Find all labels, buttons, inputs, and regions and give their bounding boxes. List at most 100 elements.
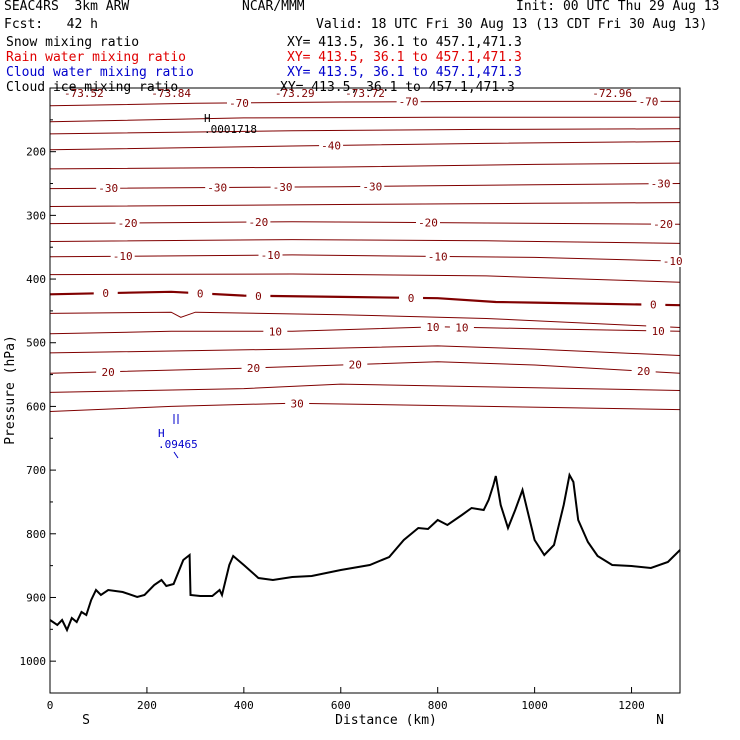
isotherm-label-bg (115, 217, 140, 230)
isotherm-line (49, 361, 681, 374)
isotherm-label: -20 (653, 218, 673, 231)
plot-frame (49, 87, 681, 694)
isotherm-label: 20 (102, 366, 115, 379)
annotation-cloudwater-value: .09465 (158, 438, 198, 451)
isotherm-label: -30 (273, 181, 293, 194)
isotherm-line (49, 383, 681, 393)
y-tick-label: 800 (26, 528, 46, 541)
isotherm-line (49, 402, 681, 412)
annotation-h-marker: H (204, 112, 211, 125)
isotherm-label: -70 (229, 97, 249, 110)
isotherm-label: 10 (269, 325, 282, 338)
isotherm-line (49, 254, 681, 262)
isotherm-line (49, 183, 681, 190)
isotherm-label: -30 (362, 180, 382, 193)
isotherm-label-bg (96, 182, 121, 195)
y-tick-label: 500 (26, 337, 46, 350)
end-label-south: S (82, 713, 90, 728)
isotherm-label: 0 (650, 299, 657, 312)
forecast-hour: Fcst: 42 h (4, 17, 98, 32)
init-time: Init: 00 UTC Thu 29 Aug 13 (516, 0, 720, 14)
y-tick-label: 900 (26, 591, 46, 604)
model-title: SEAC4RS 3km ARW (4, 0, 130, 14)
isotherm-line (49, 202, 681, 207)
end-label-north: N (656, 713, 664, 728)
isotherm-label: 0 (408, 292, 415, 305)
isotherm-label-bg (258, 249, 283, 262)
isotherm-label: 20 (247, 362, 260, 375)
isotherm-line (49, 290, 681, 307)
isotherm-label: 10 (455, 321, 468, 334)
terrain-profile (49, 472, 681, 633)
isotherm-label-bg (648, 177, 673, 190)
field-snow-xy: XY= 413.5, 36.1 to 457.1,471.3 (287, 35, 522, 50)
isotherm-label-bg (285, 397, 310, 410)
annotation-cloudwater-marker: H (158, 427, 165, 440)
x-tick-label: 400 (234, 699, 254, 712)
isotherm-label-bg (263, 325, 288, 338)
isotherm-label-bg (227, 96, 251, 109)
isotherm-label-bg (110, 250, 135, 263)
isotherm-line (49, 128, 681, 135)
isotherm-label: -70 (639, 95, 659, 108)
isotherm-label-bg (96, 365, 121, 378)
isotherm-label: 0 (197, 287, 204, 300)
isotherm-label: -40 (321, 139, 341, 152)
isotherm-label-bg (343, 358, 368, 371)
y-tick-label: 600 (26, 400, 46, 413)
isotherm-label-bg (399, 291, 424, 304)
top-temperature-label: -73.29 (275, 87, 315, 100)
x-tick-label: 200 (137, 699, 157, 712)
isotherm-line (49, 311, 681, 328)
y-axis-label: Pressure (hPa) (3, 335, 18, 445)
isotherm-line (49, 100, 680, 107)
y-tick-label: 1000 (20, 655, 47, 668)
isotherm-label: 0 (255, 290, 262, 303)
valid-time: Valid: 18 UTC Fri 30 Aug 13 (13 CDT Fri … (316, 17, 708, 32)
isotherm-line (49, 116, 680, 123)
isotherm-label: -30 (207, 182, 227, 195)
isotherm-label-bg (631, 365, 656, 378)
isotherm-label: -30 (98, 182, 118, 195)
isotherm-label: -20 (248, 216, 268, 229)
top-temperature-label: -73.52 (64, 87, 104, 100)
isotherm-line (49, 273, 681, 283)
top-temperature-label: -73.72 (345, 87, 385, 100)
annotation-h-value: .0001718 (204, 123, 257, 136)
field-rain-label: Rain water mixing ratio (6, 50, 187, 65)
isotherm-label: 30 (291, 397, 304, 410)
isotherm-label-bg (93, 287, 118, 300)
x-axis-label: Distance (km) (335, 713, 437, 728)
isotherm-label-bg (396, 95, 421, 108)
y-tick-label: 300 (26, 209, 46, 222)
x-tick-label: 1000 (521, 699, 548, 712)
isotherm-label-bg (420, 320, 445, 333)
isotherm-label: -10 (428, 250, 448, 263)
isotherm-line (49, 162, 681, 170)
isotherm-label-bg (416, 216, 440, 229)
isotherm-line (49, 141, 681, 151)
field-rain-xy: XY= 413.5, 36.1 to 457.1,471.3 (287, 50, 522, 65)
isotherm-label: -30 (651, 178, 671, 191)
isotherm-label-bg (636, 95, 661, 108)
isotherm-label: -10 (663, 255, 683, 268)
isotherm-label-bg (651, 218, 676, 231)
isotherm-label-bg (188, 287, 213, 300)
isotherm-label: -70 (399, 96, 419, 109)
isotherm-label: 20 (349, 359, 362, 372)
isotherm-label: -20 (118, 217, 138, 230)
isotherm-line (49, 326, 681, 335)
x-tick-label: 0 (47, 699, 54, 712)
field-snow-label: Snow mixing ratio (6, 35, 140, 50)
isotherm-label-bg (646, 324, 671, 337)
isotherm-label: 20 (637, 365, 650, 378)
isotherm-label: 10 (426, 321, 439, 334)
isotherm-label: 0 (102, 287, 109, 300)
isotherm-label-bg (360, 180, 385, 193)
x-tick-label: 600 (331, 699, 351, 712)
isotherm-label-bg (246, 289, 271, 302)
org-label: NCAR/MMM (242, 0, 305, 14)
cloudwater-contour (173, 414, 179, 459)
isotherm-label: -10 (113, 250, 133, 263)
isotherm-label-bg (246, 216, 271, 229)
